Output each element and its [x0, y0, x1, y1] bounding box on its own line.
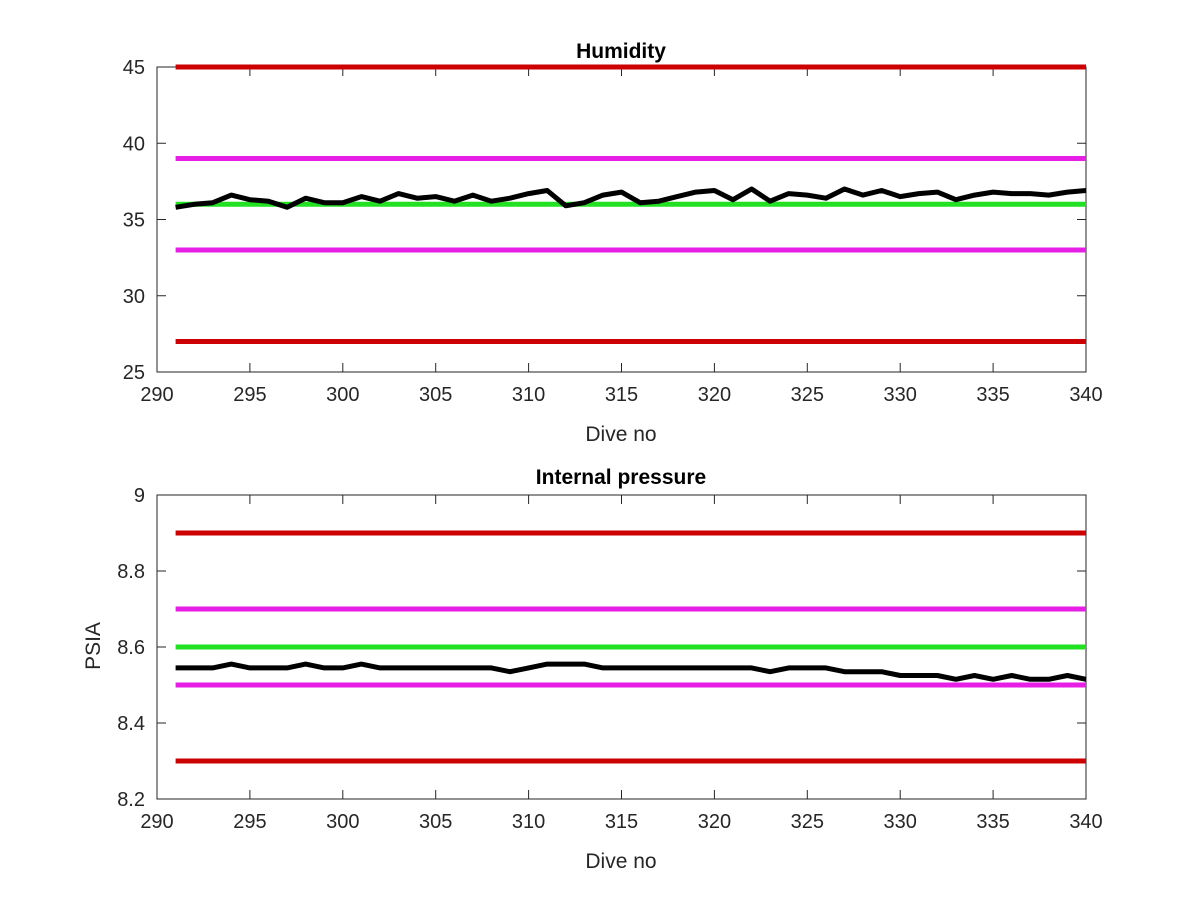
humidity-xlabel: Dive no	[585, 423, 656, 446]
humidity-xtick-label: 340	[1069, 384, 1102, 406]
pressure-xtick-label: 295	[233, 811, 266, 833]
pressure-xtick-label: 325	[791, 811, 824, 833]
humidity-data-line	[175, 186, 1087, 210]
pressure-xtick-label: 300	[326, 811, 359, 833]
pressure-ytick-label: 8.8	[117, 561, 145, 583]
pressure-xtick-label: 340	[1069, 811, 1102, 833]
pressure-ytick-label: 8.6	[117, 637, 145, 659]
humidity-xtick-label: 300	[326, 384, 359, 406]
humidity-xtick-label: 320	[698, 384, 731, 406]
pressure-xtick-label: 315	[605, 811, 638, 833]
humidity-ytick-label: 30	[123, 286, 145, 308]
humidity-xtick-label: 325	[791, 384, 824, 406]
pressure-title: Internal pressure	[536, 466, 706, 489]
humidity-xtick-label: 335	[976, 384, 1009, 406]
pressure-plot: Internal pressure 290 295 300 305 310 315 320 3…	[82, 466, 1103, 873]
humidity-xtick-label: 315	[605, 384, 638, 406]
humidity-xtick-label: 295	[233, 384, 266, 406]
pressure-xtick-label: 290	[140, 811, 173, 833]
pressure-data-line	[175, 661, 1087, 682]
humidity-xtick-label: 290	[140, 384, 173, 406]
humidity-xtick-label: 310	[512, 384, 545, 406]
pressure-xtick-label: 335	[976, 811, 1009, 833]
humidity-plot: Humidity 290 295 300 305 310 315 320 325 330 335 3…	[123, 40, 1103, 446]
humidity-ytick-label: 40	[123, 133, 145, 155]
pressure-xlabel: Dive no	[585, 850, 656, 873]
pressure-xtick-label: 320	[698, 811, 731, 833]
humidity-ytick-label: 25	[123, 362, 145, 384]
pressure-xtick-label: 310	[512, 811, 545, 833]
pressure-plot-area: 290 295 300 305 310 315 320 325 330 335 340 8.2 8.4 8…	[117, 485, 1103, 833]
pressure-ytick-label: 9	[134, 485, 145, 507]
humidity-xtick-label: 305	[419, 384, 452, 406]
humidity-ytick-label: 45	[123, 57, 145, 79]
pressure-xtick-label: 305	[419, 811, 452, 833]
humidity-ytick-label: 35	[123, 210, 145, 232]
pressure-xtick-label: 330	[884, 811, 917, 833]
pressure-ytick-label: 8.2	[117, 789, 145, 811]
pressure-ytick-label: 8.4	[117, 713, 145, 735]
pressure-ylabel: PSIA	[82, 622, 105, 670]
humidity-title: Humidity	[576, 40, 666, 63]
humidity-xtick-label: 330	[884, 384, 917, 406]
humidity-plot-area: 290 295 300 305 310 315 320 325 330 335 340 25 30 35 4…	[123, 57, 1103, 406]
